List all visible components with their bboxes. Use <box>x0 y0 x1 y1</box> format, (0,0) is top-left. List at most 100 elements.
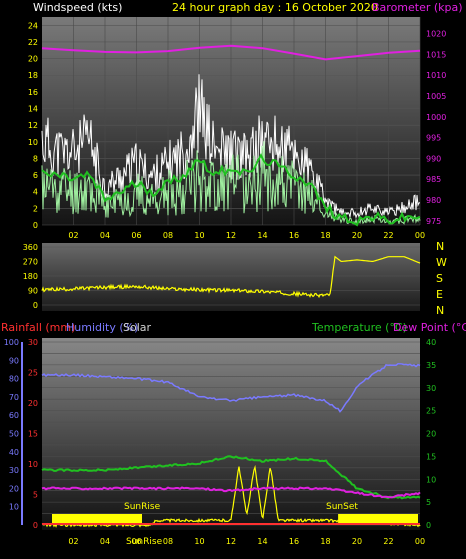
clim-x-tick-11: 00 <box>415 537 425 546</box>
humidity-tick-7: 80 <box>9 375 19 384</box>
wind-y-tick-4: 8 <box>33 154 38 163</box>
clim-x-tick-1: 04 <box>100 537 110 546</box>
wind-series <box>41 44 421 227</box>
clim-x-tick-5: 12 <box>226 537 236 546</box>
wind-y-tick-11: 22 <box>28 38 38 47</box>
direction-series <box>41 255 421 299</box>
barometer-line <box>41 44 421 61</box>
baro-y-tick-0: 975 <box>426 217 441 226</box>
humidity-tick-2: 30 <box>9 466 19 475</box>
wind-x-tick-0: 02 <box>68 231 78 240</box>
clim-x-tick-7: 16 <box>289 537 299 546</box>
rain-legend: Rainfall (mm) <box>1 321 75 334</box>
sunset-label: SunSet <box>326 502 358 512</box>
baro-y-tick-9: 1020 <box>426 30 446 39</box>
dir-y-tick-2: 180 <box>23 272 38 281</box>
wind-y-tick-5: 10 <box>28 138 38 147</box>
solar-line <box>41 464 421 528</box>
dir-y-tick-3: 270 <box>23 258 38 267</box>
temp-tick-6: 30 <box>426 384 436 393</box>
wind-y-tick-12: 24 <box>28 21 38 30</box>
humidity-tick-3: 40 <box>9 448 19 457</box>
rain-tick-5: 25 <box>28 369 38 378</box>
compass-label-3: E <box>436 288 443 301</box>
wind-x-tick-8: 18 <box>320 231 330 240</box>
humidity-tick-1: 20 <box>9 484 19 493</box>
humidity-tick-4: 50 <box>9 430 19 439</box>
baro-y-tick-7: 1010 <box>426 71 446 80</box>
sunrise-label: SunRise <box>124 502 161 512</box>
clim-x-tick-2: 06 <box>131 537 141 546</box>
humidity-tick-0: 10 <box>9 503 19 512</box>
wind-y-tick-0: 0 <box>33 221 38 230</box>
chart-title: 24 hour graph day : 16 October 2020 <box>172 1 378 14</box>
wind-y-tick-3: 6 <box>33 171 38 180</box>
temp-tick-5: 25 <box>426 407 436 416</box>
wind-x-tick-10: 22 <box>383 231 393 240</box>
rain-tick-0: 0 <box>33 521 38 530</box>
dir-y-tick-0: 0 <box>33 301 38 310</box>
baro-y-tick-1: 980 <box>426 196 441 205</box>
wind-x-tick-6: 14 <box>257 231 267 240</box>
baro-y-tick-6: 1005 <box>426 92 446 101</box>
humidity-tick-5: 60 <box>9 411 19 420</box>
sunrise-label-bottom: SunRise <box>126 537 163 547</box>
compass-label-4: N <box>436 304 444 317</box>
clim-x-tick-6: 14 <box>257 537 267 546</box>
temp-tick-4: 20 <box>426 430 436 439</box>
rain-tick-2: 10 <box>28 460 38 469</box>
temperature-line <box>41 455 421 500</box>
wind-y-tick-6: 12 <box>28 121 38 130</box>
rain-tick-4: 20 <box>28 399 38 408</box>
clim-x-tick-3: 08 <box>163 537 173 546</box>
solar-legend: Solar <box>123 321 152 334</box>
wind-x-tick-1: 04 <box>100 231 110 240</box>
baro-y-tick-4: 995 <box>426 134 441 143</box>
temp-tick-7: 35 <box>426 361 436 370</box>
clim-x-tick-8: 18 <box>320 537 330 546</box>
compass-label-1: W <box>436 256 447 269</box>
baro-y-tick-3: 990 <box>426 154 441 163</box>
baro-axis-title: Barometer (kpa) <box>372 1 463 14</box>
compass-label-0: N <box>436 240 444 253</box>
wind-y-tick-7: 14 <box>28 105 38 114</box>
sunbar-night-1 <box>52 514 142 524</box>
wind-x-tick-4: 10 <box>194 231 204 240</box>
dew-legend: Dew Point (°C) <box>393 321 466 334</box>
temp-legend: Temperature (°C) <box>311 321 407 334</box>
humidity-legend: Humidity (%) <box>66 321 138 334</box>
humidity-tick-6: 70 <box>9 393 19 402</box>
wind-y-tick-1: 2 <box>33 204 38 213</box>
wind-y-tick-10: 20 <box>28 55 38 64</box>
wind-direction-line <box>41 255 421 299</box>
rain-tick-6: 30 <box>28 338 38 347</box>
baro-y-tick-5: 1000 <box>426 113 446 122</box>
direction-panel <box>42 243 420 311</box>
humidity-tick-8: 90 <box>9 356 19 365</box>
temp-tick-3: 15 <box>426 452 436 461</box>
clim-x-tick-10: 22 <box>383 537 393 546</box>
humidity-tick-9: 100 <box>4 338 19 347</box>
wind-x-tick-2: 06 <box>131 231 141 240</box>
wind-x-tick-9: 20 <box>352 231 362 240</box>
wind-x-tick-7: 16 <box>289 231 299 240</box>
dewpoint-line <box>41 486 421 499</box>
rain-tick-3: 15 <box>28 430 38 439</box>
clim-x-tick-0: 02 <box>68 537 78 546</box>
temp-tick-8: 40 <box>426 338 436 347</box>
compass-label-2: S <box>436 272 443 285</box>
wind-average-line <box>41 153 421 227</box>
wind-y-tick-9: 18 <box>28 71 38 80</box>
climate-series <box>41 363 421 528</box>
wind-axis-title: Windspeed (kts) <box>33 1 122 14</box>
temp-tick-2: 10 <box>426 475 436 484</box>
clim-x-tick-4: 10 <box>194 537 204 546</box>
axis-labels: 0246810121416182022249759809859909951000… <box>4 21 447 546</box>
climate-panel <box>42 338 420 530</box>
wind-x-tick-11: 00 <box>415 231 425 240</box>
wind-x-tick-5: 12 <box>226 231 236 240</box>
dir-y-tick-1: 90 <box>28 287 38 296</box>
wind-y-tick-8: 16 <box>28 88 38 97</box>
baro-y-tick-2: 985 <box>426 175 441 184</box>
